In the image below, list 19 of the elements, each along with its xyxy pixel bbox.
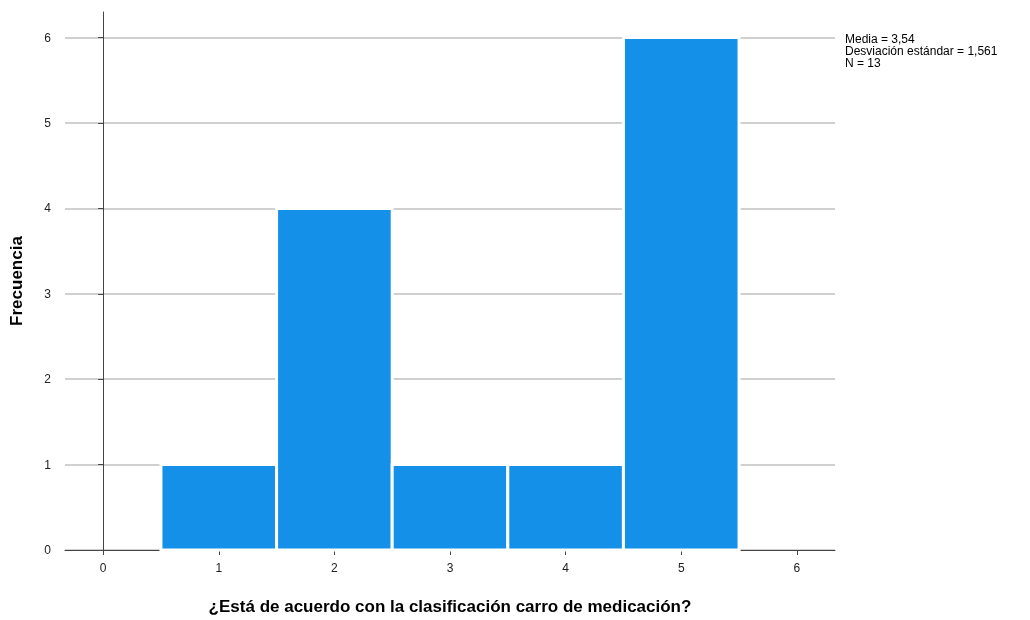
y-tick-label: 5 xyxy=(44,116,52,131)
y-tick-label: 2 xyxy=(44,372,52,387)
y-tick-label: 6 xyxy=(44,30,52,45)
text: N = 13 xyxy=(845,56,882,70)
x-tick-label: 0 xyxy=(99,561,107,575)
text: Media = 3,54 xyxy=(845,32,916,46)
x-tick-label: 1 xyxy=(215,561,223,575)
y-axis-title: Frecuencia xyxy=(7,235,26,326)
x-tick-label: 5 xyxy=(677,561,685,575)
text: Desviación estándar = 1,561 xyxy=(845,44,998,58)
y-tick-label: 4 xyxy=(44,201,52,216)
x-tick-label: 4 xyxy=(562,561,570,575)
y-tick-label: 0 xyxy=(44,543,52,557)
x-tick-label: 6 xyxy=(793,561,801,575)
x-tick-label: 2 xyxy=(331,561,339,575)
y-tick-label: 1 xyxy=(44,457,52,472)
y-tick-label: 3 xyxy=(44,286,52,301)
x-tick-label: 3 xyxy=(446,561,454,575)
x-axis-title: ¿Está de acuerdo con la clasificación carro de medicación? xyxy=(208,597,692,616)
